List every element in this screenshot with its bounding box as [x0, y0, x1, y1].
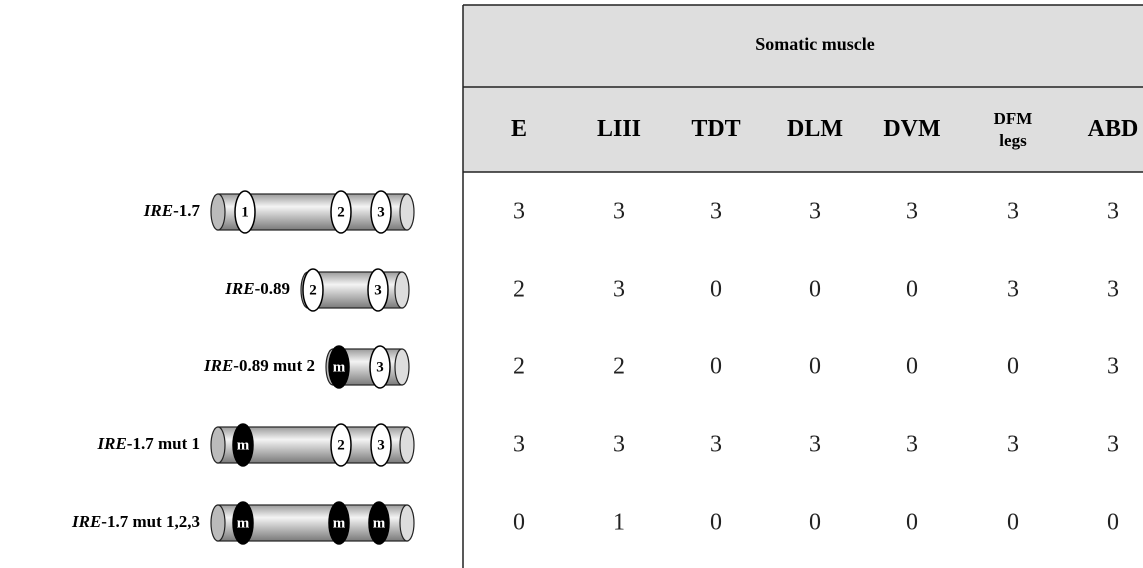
cell-value: 2: [613, 354, 625, 380]
cell-value: 3: [710, 432, 722, 458]
table-title: Somatic muscle: [755, 34, 874, 54]
cell-value: 0: [906, 510, 918, 536]
cell-value: 3: [613, 277, 625, 303]
construct-suffix: -1.7 mut 1,2,3: [101, 512, 200, 531]
element-label: m: [333, 359, 346, 375]
cell-value: 0: [513, 510, 525, 536]
element-label: m: [237, 515, 250, 531]
element-label: 3: [377, 437, 385, 453]
construct-suffix: -0.89: [255, 279, 290, 298]
cell-value: 0: [1007, 354, 1019, 380]
element-label: 2: [337, 437, 345, 453]
column-header: DLM: [787, 116, 843, 142]
construct-end: [400, 505, 414, 541]
cell-value: 3: [613, 432, 625, 458]
element-label: 3: [374, 282, 382, 298]
column-header: LIII: [597, 116, 641, 142]
column-header: TDT: [691, 116, 740, 142]
table-header-bg: [463, 5, 1143, 172]
cell-value: 0: [710, 354, 722, 380]
column-header: ABD: [1088, 116, 1139, 142]
cell-value: 3: [1007, 432, 1019, 458]
cell-value: 3: [906, 432, 918, 458]
element-label: m: [333, 515, 346, 531]
cell-value: 3: [1107, 199, 1119, 225]
page: {"table": {"title": "Somatic muscle", "c…: [0, 0, 1143, 568]
cell-value: 3: [1007, 199, 1019, 225]
column-header-line: DVM: [883, 116, 940, 142]
cell-value: 0: [1107, 510, 1119, 536]
column-header: DVM: [883, 116, 940, 142]
element-label: 2: [337, 204, 345, 220]
cell-value: 0: [710, 510, 722, 536]
construct-suffix: -0.89 mut 2: [233, 356, 315, 375]
cell-value: 3: [1007, 277, 1019, 303]
cell-value: 3: [710, 199, 722, 225]
construct-name: IRE: [224, 279, 254, 298]
cell-value: 0: [809, 510, 821, 536]
element-label: m: [373, 515, 386, 531]
cell-value: 2: [513, 277, 525, 303]
cell-value: 0: [906, 277, 918, 303]
construct-label: IRE-1.7 mut 1,2,3: [71, 512, 200, 531]
construct-suffix: -1.7 mut 1: [127, 434, 200, 453]
construct-cap: [211, 194, 225, 230]
column-header-line: ABD: [1088, 116, 1139, 142]
cell-value: 1: [613, 510, 625, 536]
construct-name: IRE: [203, 356, 233, 375]
construct-label: IRE-0.89: [224, 279, 290, 298]
construct-label: IRE-1.7 mut 1: [97, 434, 201, 453]
cell-value: 0: [710, 277, 722, 303]
cell-value: 3: [613, 199, 625, 225]
cell-value: 3: [513, 199, 525, 225]
column-header-line: legs: [999, 131, 1027, 150]
element-label: m: [237, 437, 250, 453]
construct-cap: [211, 505, 225, 541]
cell-value: 3: [1107, 277, 1119, 303]
element-label: 1: [241, 204, 249, 220]
construct-label: IRE-1.7: [143, 201, 201, 220]
column-header-line: LIII: [597, 116, 641, 142]
cell-value: 0: [906, 354, 918, 380]
construct-name: IRE: [71, 512, 101, 531]
column-header-line: E: [511, 116, 527, 142]
figure: Somatic muscle E LIII TDT DLM DVM DFM legs ABD I…: [0, 0, 1143, 568]
cell-value: 3: [513, 432, 525, 458]
cell-value: 0: [809, 354, 821, 380]
column-header-line: TDT: [691, 116, 740, 142]
cell-value: 3: [1107, 354, 1119, 380]
construct-label: IRE-0.89 mut 2: [203, 356, 315, 375]
construct-suffix: -1.7: [173, 201, 200, 220]
element-label: 2: [309, 282, 317, 298]
construct-end: [395, 349, 409, 385]
construct-name: IRE: [143, 201, 173, 220]
column-header-line: DLM: [787, 116, 843, 142]
column-header: E: [511, 116, 527, 142]
cell-value: 0: [1007, 510, 1019, 536]
construct-name: IRE: [97, 434, 127, 453]
construct-cap: [211, 427, 225, 463]
cell-value: 3: [906, 199, 918, 225]
cell-value: 3: [1107, 432, 1119, 458]
cell-value: 2: [513, 354, 525, 380]
column-header-line: DFM: [994, 109, 1033, 128]
construct-end: [395, 272, 409, 308]
cell-value: 3: [809, 199, 821, 225]
element-label: 3: [376, 359, 384, 375]
construct-end: [400, 427, 414, 463]
cell-value: 3: [809, 432, 821, 458]
cell-value: 0: [809, 277, 821, 303]
construct-end: [400, 194, 414, 230]
element-label: 3: [377, 204, 385, 220]
